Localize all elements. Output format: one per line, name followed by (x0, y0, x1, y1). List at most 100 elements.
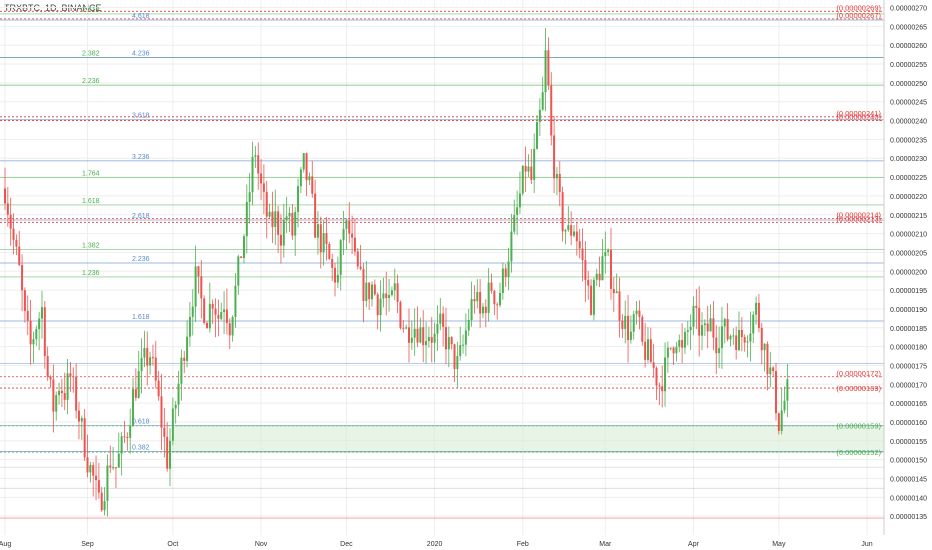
x-tick-label: Sep (81, 541, 94, 548)
candle-body (274, 211, 277, 228)
candle-body (12, 228, 15, 240)
candle-body (720, 326, 723, 349)
fib-level-label: 1.764 (82, 170, 100, 177)
candle-body (664, 357, 667, 392)
y-tick-label: 0.00000185 (890, 326, 927, 333)
candle-body (348, 220, 351, 234)
candle-body (774, 371, 777, 414)
candle-body (35, 329, 38, 340)
candle-body (584, 260, 587, 280)
candle-body (604, 252, 607, 257)
candle-body (479, 291, 482, 314)
candle-body (225, 309, 228, 324)
candle-body (669, 347, 672, 349)
candle-body (237, 256, 240, 286)
candle-body (550, 85, 553, 136)
candle-body (248, 192, 251, 202)
candle-body (314, 193, 317, 238)
x-tick-label: Mar (599, 541, 612, 548)
candle-body (627, 315, 630, 341)
candle-body (186, 336, 189, 361)
candle-body (103, 501, 106, 511)
fib-level-label: 2.382 (82, 51, 100, 58)
candle-body (359, 266, 362, 270)
candle-body (106, 465, 109, 502)
candle-body (297, 186, 300, 213)
y-tick-label: 0.00000135 (890, 514, 927, 521)
price-level-label: (0.00000269) (836, 3, 881, 12)
candle-body (444, 327, 447, 350)
candle-body (217, 314, 220, 319)
candle-body (305, 153, 308, 181)
candle-body (66, 373, 69, 400)
x-tick-label: Jun (861, 541, 872, 548)
candle-body (9, 214, 12, 229)
candle-body (55, 395, 58, 412)
fib-level-label: 4.236 (132, 51, 150, 58)
candle-body (698, 307, 701, 336)
candle-body (194, 266, 197, 307)
candle-body (641, 316, 644, 342)
candle-body (518, 193, 521, 208)
price-level-label: (0.00000152) (836, 448, 881, 457)
candle-body (499, 293, 502, 306)
candle-body (63, 393, 66, 400)
candle-body (21, 265, 24, 291)
fib-level-label: 1.382 (82, 242, 100, 249)
fib-level-label: 1.236 (82, 270, 100, 277)
candle-body (279, 234, 282, 246)
candle-body (390, 290, 393, 296)
candle-body (223, 309, 226, 313)
candle-body (595, 273, 598, 280)
candle-body (555, 174, 558, 179)
fib-level-label: 1.618 (132, 314, 150, 321)
candle-body (143, 347, 146, 358)
candle-body (60, 390, 63, 394)
y-tick-label: 0.00000260 (890, 43, 927, 50)
candle-body (638, 310, 641, 317)
candle-body (561, 192, 564, 232)
candle-body (180, 357, 183, 384)
candle-body (644, 341, 647, 360)
candle-body (752, 314, 755, 334)
candle-body (709, 318, 712, 332)
candle-body (32, 339, 35, 345)
candle-body (351, 233, 354, 238)
candle-body (425, 340, 428, 346)
candle-body (570, 225, 573, 236)
candle-body (308, 176, 311, 181)
candle-body (368, 282, 371, 300)
candle-body (666, 347, 669, 358)
candle-body (692, 305, 695, 327)
candle-body (157, 380, 160, 397)
price-level-label: (0.00000213) (836, 214, 881, 223)
candle-body (163, 427, 166, 437)
candle-body (755, 302, 758, 315)
candle-body (362, 269, 365, 301)
candle-body (123, 436, 126, 438)
candle-body (75, 376, 78, 411)
candle-body (718, 348, 721, 354)
candle-body (97, 480, 100, 493)
candle-body (672, 347, 675, 354)
candle-body (521, 165, 524, 194)
y-tick-label: 0.00000165 (890, 401, 927, 408)
candle-body (462, 344, 465, 346)
candle-body (154, 357, 157, 381)
price-level-label: (0.00000159) (836, 422, 881, 431)
candle-body (413, 328, 416, 338)
fib-level-label: 3.618 (132, 112, 150, 119)
y-tick-label: 0.00000145 (890, 476, 927, 483)
candle-body (567, 225, 570, 230)
fib-level-label: 3.236 (132, 154, 150, 161)
x-tick-label: 2020 (427, 541, 443, 548)
candle-body (681, 340, 684, 348)
candle-body (430, 337, 433, 343)
x-tick-label: Aug (0, 541, 11, 548)
candle-body (316, 224, 319, 238)
candle-body (578, 241, 581, 249)
candle-body (581, 248, 584, 261)
candle-body (140, 357, 143, 372)
candle-body (749, 333, 752, 342)
